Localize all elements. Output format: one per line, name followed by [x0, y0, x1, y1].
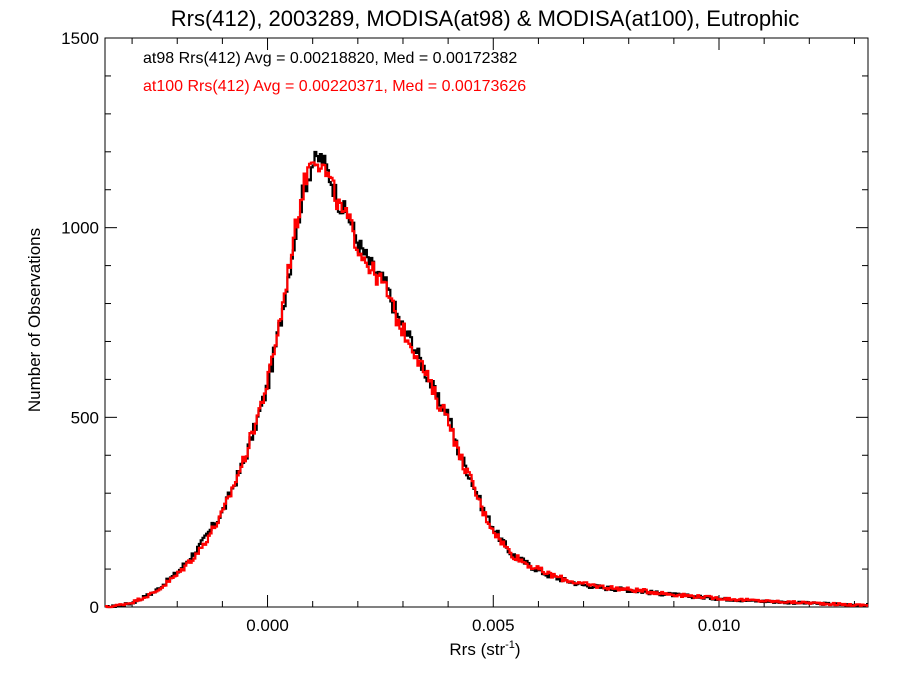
chart-title: Rrs(412), 2003289, MODISA(at98) & MODISA…: [171, 6, 799, 31]
plot-frame: [104, 37, 869, 608]
histogram-series-line: [105, 161, 869, 609]
stats-annotation: at98 Rrs(412) Avg = 0.00218820, Med = 0.…: [143, 50, 517, 67]
y-tick-label: 1000: [61, 219, 99, 238]
x-axis-label-superscript: -1: [505, 639, 515, 651]
x-axis-label-main: Rrs (str: [449, 640, 505, 659]
stats-annotation: at100 Rrs(412) Avg = 0.00220371, Med = 0…: [143, 78, 526, 95]
y-tick-label: 1500: [61, 29, 99, 48]
x-tick-label: 0.005: [472, 616, 515, 635]
histogram-series-line: [105, 150, 869, 609]
y-tick-label: 0: [90, 598, 99, 617]
x-tick-label: 0.010: [698, 616, 741, 635]
y-tick-label: 500: [71, 408, 99, 427]
x-axis-label-end: ): [515, 640, 521, 659]
x-tick-label: 0.000: [246, 616, 289, 635]
y-axis-label: Number of Observations: [25, 228, 44, 412]
plot-area: 0.000 0.005 0.010 0 500 1000 1500 at98 Rrs(412)…: [61, 29, 869, 635]
x-axis-label: Rrs (str-1): [449, 639, 520, 659]
